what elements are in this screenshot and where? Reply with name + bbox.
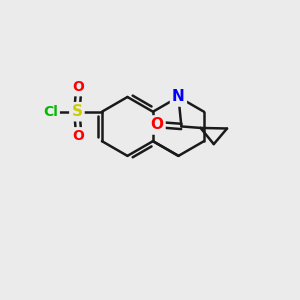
Text: S: S [71,104,82,119]
Text: N: N [172,89,185,104]
Text: O: O [73,129,84,143]
Text: Cl: Cl [43,105,58,119]
Text: O: O [73,80,84,94]
Text: O: O [150,118,164,133]
